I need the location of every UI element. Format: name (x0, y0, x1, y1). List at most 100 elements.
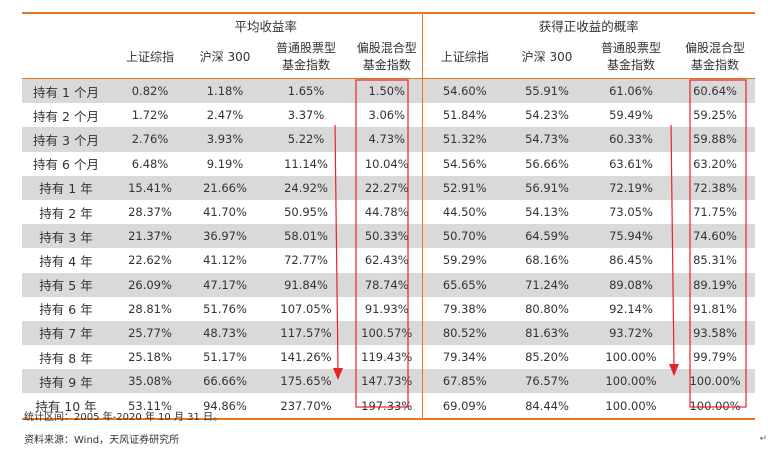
table-cell: 1.72% (131, 108, 169, 123)
table-cell: 100.00% (605, 350, 657, 365)
table-cell: 58.01% (260, 224, 352, 249)
table-cell: 79.34% (442, 350, 487, 365)
table-cell: 35.08% (110, 369, 190, 394)
table-cell: 1.65% (260, 78, 352, 104)
table-cell: 66.66% (190, 369, 260, 394)
table-cell: 75.94% (587, 224, 676, 249)
table-cell: 44.50% (442, 205, 487, 220)
table-cell: 117.57% (260, 320, 352, 346)
table-row: 持有 9 年 35.08% 66.66% 175.65% 147.73% 67.85% 76… (22, 369, 756, 394)
table-cell: 24.92% (260, 175, 352, 200)
table-cell: 56.91% (507, 175, 588, 200)
row-label: 持有 2 个月 (33, 108, 99, 124)
table-cell: 3.37% (287, 108, 325, 123)
table-cell: 72.19% (587, 175, 676, 200)
table-cell: 64.59% (507, 224, 588, 249)
table-cell: 9.19% (206, 156, 244, 171)
table-cell: 100.57% (352, 320, 423, 346)
table-cell: 21.37% (110, 224, 190, 249)
row-label: 持有 9 年 (22, 369, 110, 394)
table-cell: 41.12% (203, 253, 247, 268)
table-cell: 100.00% (587, 369, 676, 394)
table-cell: 0.82% (110, 78, 190, 104)
table-row: 持有 1 年 15.41% 21.66% 24.92% 22.27% 52.91% 56.9… (22, 175, 756, 200)
table-cell: 11.14% (284, 156, 328, 171)
table-cell: 44.78% (352, 199, 423, 225)
table-cell: 93.58% (675, 320, 756, 346)
table-cell: 147.73% (352, 369, 423, 394)
table-cell: 89.19% (675, 272, 756, 297)
table-cell: 61.06% (587, 78, 676, 104)
table-row: 持有 6 个月 6.48% 9.19% 11.14% 10.04% 54.56% 56.66… (22, 151, 755, 176)
table-cell: 175.65% (260, 369, 352, 394)
row-label: 持有 8 年 (39, 350, 93, 366)
table-cell: 80.80% (525, 301, 569, 316)
table-cell: 62.43% (352, 248, 423, 273)
table-cell: 67.85% (422, 369, 508, 394)
table-cell: 1.18% (190, 78, 260, 104)
table-cell: 50.70% (422, 224, 508, 249)
table-cell: 107.05% (280, 301, 332, 316)
column-header-row: 上证综指 沪深 300 普通股票型 基金指数 偏股混合型 基金指数 上证综指 沪深 … (22, 36, 756, 79)
table-cell: 69.09% (422, 393, 508, 420)
table-cell: 3.06% (352, 103, 423, 128)
table-cell: 92.14% (609, 301, 653, 316)
table-row: 持有 7 年 25.77% 48.73% 117.57% 100.57% 80.52% 81… (22, 320, 756, 346)
table-cell: 22.27% (352, 175, 423, 200)
return-mark: ↵ (759, 434, 767, 444)
table-cell: 25.77% (110, 320, 190, 346)
column-header: 上证综指 (422, 36, 508, 79)
returns-table: 平均收益率 获得正收益的概率 上证综指 沪深 300 普通股票型 基金指数 偏股混… (22, 12, 756, 420)
table-cell: 26.09% (110, 272, 190, 297)
table-cell: 63.61% (609, 156, 653, 171)
table-cell: 10.04% (352, 151, 423, 176)
table-cell: 53.11% (110, 393, 190, 420)
table-cell: 65.65% (422, 272, 508, 297)
table-cell: 86.45% (609, 253, 653, 268)
table-cell: 51.17% (203, 350, 247, 365)
table-row: 持有 4 年 22.62% 41.12% 72.77% 62.43% 59.29% 68.1… (22, 248, 755, 273)
corner-cell (22, 12, 110, 36)
table-cell: 73.05% (609, 205, 653, 220)
row-label: 持有 4 年 (39, 253, 93, 269)
table-cell: 52.91% (422, 175, 508, 200)
table-cell: 99.79% (693, 350, 737, 365)
table-cell: 6.48% (131, 156, 169, 171)
table-cell: 60.64% (675, 78, 756, 104)
table-cell: 25.18% (128, 350, 172, 365)
table-cell: 36.97% (190, 224, 260, 249)
table-cell: 55.91% (507, 78, 588, 104)
table-cell: 59.29% (442, 253, 487, 268)
table-cell: 59.25% (693, 108, 737, 123)
table-cell: 80.52% (422, 320, 508, 346)
table-row: 持有 1 个月 0.82% 1.18% 1.65% 1.50% 54.60% 55.91% 6… (22, 78, 756, 104)
table-cell: 47.17% (190, 272, 260, 297)
table-cell: 91.93% (352, 296, 423, 321)
table-row: 持有 3 年 21.37% 36.97% 58.01% 50.33% 50.70% 64.5… (22, 224, 756, 249)
table-cell: 54.56% (442, 156, 487, 171)
table-body: 持有 1 个月 0.82% 1.18% 1.65% 1.50% 54.60% 55.91% 6… (22, 78, 756, 420)
row-label: 持有 6 年 (39, 302, 93, 318)
table-cell: 85.31% (693, 253, 737, 268)
column-header: 沪深 300 (507, 36, 588, 79)
row-label: 持有 2 年 (39, 205, 93, 221)
table-cell: 79.38% (442, 301, 487, 316)
table-cell: 51.76% (203, 301, 247, 316)
table-cell: 54.23% (525, 108, 569, 123)
table-cell: 71.24% (507, 272, 588, 297)
table-cell: 51.84% (442, 108, 487, 123)
table-cell: 76.57% (507, 369, 588, 394)
row-label: 持有 6 个月 (33, 157, 99, 173)
trend-arrow-head-right (669, 364, 679, 376)
group-header-positive-prob: 获得正收益的概率 (422, 12, 756, 36)
period-note: 统计区间：2005 年-2020 年 10 月 31 日。 (24, 412, 224, 423)
table-cell: 50.95% (284, 205, 328, 220)
table-cell: 63.20% (693, 156, 737, 171)
table-cell: 21.66% (190, 175, 260, 200)
returns-table-container: 平均收益率 获得正收益的概率 上证综指 沪深 300 普通股票型 基金指数 偏股混… (22, 12, 756, 420)
table-cell: 28.37% (128, 205, 172, 220)
table-cell: 54.13% (525, 205, 569, 220)
table-cell: 22.62% (128, 253, 172, 268)
table-cell: 4.73% (352, 127, 423, 152)
